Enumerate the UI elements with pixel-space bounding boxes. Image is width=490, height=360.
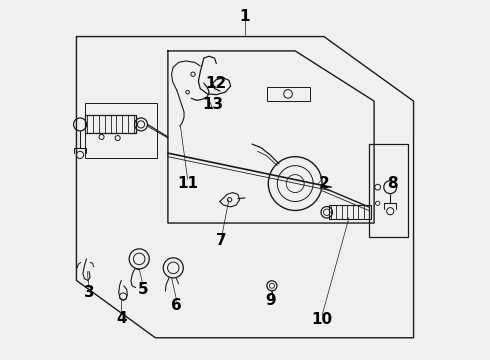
Text: 12: 12 [206, 76, 227, 91]
Text: 2: 2 [318, 176, 329, 191]
Text: 13: 13 [202, 97, 223, 112]
Bar [267, 87, 310, 101]
Text: 11: 11 [177, 176, 198, 191]
Text: 1: 1 [240, 9, 250, 24]
Text: 8: 8 [387, 176, 397, 191]
Text: 4: 4 [116, 311, 126, 325]
Text: 3: 3 [84, 285, 94, 301]
Text: 9: 9 [265, 293, 275, 308]
Text: 10: 10 [312, 312, 333, 327]
Text: 6: 6 [172, 298, 182, 313]
Bar [85, 103, 157, 158]
Text: 5: 5 [138, 282, 148, 297]
Text: 7: 7 [217, 234, 227, 248]
